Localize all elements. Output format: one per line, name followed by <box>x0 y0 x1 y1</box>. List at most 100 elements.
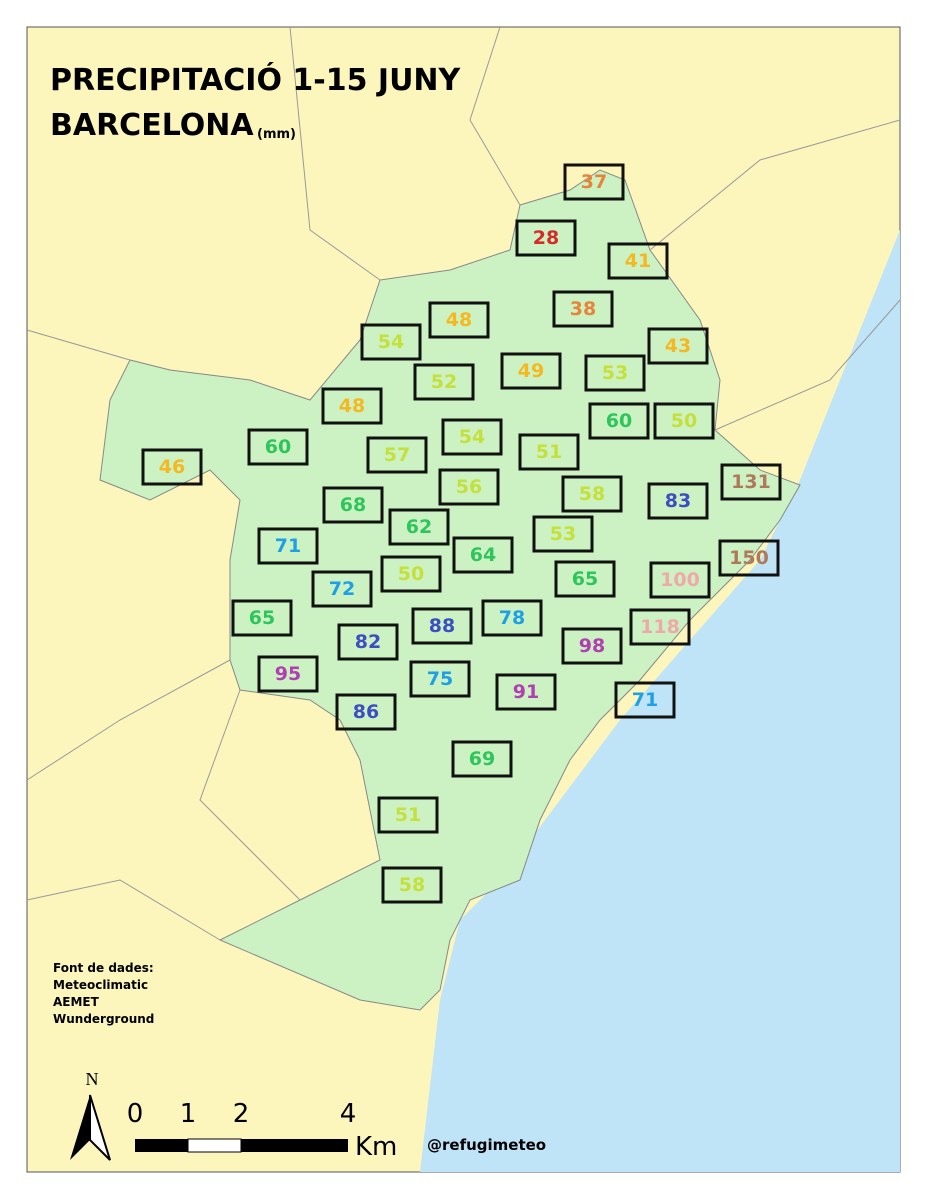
source: AEMET <box>53 995 100 1009</box>
station-box <box>409 660 471 698</box>
station-box <box>247 428 309 466</box>
station-box <box>337 623 399 661</box>
station-value: 58 <box>579 483 605 505</box>
unit: (mm) <box>257 127 296 142</box>
credit: @refugimeteo <box>427 1136 546 1154</box>
station-box <box>322 486 384 524</box>
station-value: 41 <box>625 250 651 272</box>
station-value: 50 <box>671 410 697 432</box>
station-value: 60 <box>606 410 632 432</box>
north-arrow <box>89 1094 111 1161</box>
sea <box>420 230 900 1172</box>
station-value: 98 <box>579 635 605 657</box>
station-box <box>231 599 293 637</box>
station-box <box>647 327 709 365</box>
station-box <box>381 866 443 904</box>
subtitle: BARCELONA <box>50 108 254 143</box>
station-value: 95 <box>275 663 301 685</box>
station-box <box>257 527 319 565</box>
scale-label: 2 <box>233 1099 250 1129</box>
station-value: 54 <box>459 426 485 448</box>
station-box <box>614 681 676 719</box>
station-value: 71 <box>632 689 658 711</box>
station-value: 65 <box>249 607 275 629</box>
station-box <box>584 354 646 392</box>
station-value: 72 <box>329 578 355 600</box>
station-value: 48 <box>339 395 365 417</box>
station-box <box>388 508 450 546</box>
station-value: 86 <box>353 701 379 723</box>
station-value: 53 <box>550 523 576 545</box>
station-box <box>552 290 614 328</box>
station-box <box>647 482 709 520</box>
station-value: 91 <box>513 681 539 703</box>
station-box <box>588 402 650 440</box>
station-box <box>720 463 782 501</box>
station-box <box>366 436 428 474</box>
station-box <box>257 655 319 693</box>
station-box <box>532 515 594 553</box>
station-box <box>411 607 473 645</box>
station-box <box>360 323 422 361</box>
station-box <box>607 242 669 280</box>
station-box <box>554 560 616 598</box>
station-box <box>141 448 203 486</box>
station-value: 52 <box>431 371 457 393</box>
station-value: 51 <box>536 441 562 463</box>
station-value: 28 <box>533 227 559 249</box>
station-value: 150 <box>729 547 769 569</box>
station-value: 53 <box>602 362 628 384</box>
station-value: 62 <box>406 516 432 538</box>
station-box <box>653 402 715 440</box>
station-value: 58 <box>399 874 425 896</box>
station-value: 38 <box>570 298 596 320</box>
station-value: 57 <box>384 444 410 466</box>
station-box <box>481 599 543 637</box>
station-box <box>438 468 500 506</box>
sources-title: Font de dades: <box>53 961 154 975</box>
station-box <box>441 418 503 456</box>
station-value: 68 <box>340 494 366 516</box>
station-box <box>377 796 439 834</box>
title: PRECIPITACIÓ 1-15 JUNY <box>50 61 462 98</box>
north-arrow <box>70 1095 90 1160</box>
source: Wunderground <box>53 1012 154 1026</box>
station-value: 118 <box>640 616 680 638</box>
source: Meteoclimatic <box>53 978 148 992</box>
station-value: 64 <box>470 544 496 566</box>
station-box <box>495 673 557 711</box>
station-box <box>629 608 691 646</box>
city-area <box>99 169 801 1011</box>
station-value: 43 <box>665 335 691 357</box>
station-value: 56 <box>456 476 482 498</box>
station-value: 54 <box>378 331 404 353</box>
station-value: 46 <box>159 456 185 478</box>
station-box <box>561 475 623 513</box>
scale-bar <box>187 1138 242 1153</box>
station-value: 65 <box>572 568 598 590</box>
station-box <box>321 387 383 425</box>
station-box <box>518 433 580 471</box>
station-box <box>311 570 373 608</box>
station-box <box>561 627 623 665</box>
station-value: 131 <box>731 471 771 493</box>
station-value: 82 <box>355 631 381 653</box>
station-value: 78 <box>499 607 525 629</box>
station-value: 100 <box>660 569 700 591</box>
station-value: 48 <box>446 309 472 331</box>
scale-label: 4 <box>340 1099 357 1129</box>
station-box <box>718 539 780 577</box>
scale-label: 0 <box>127 1099 144 1129</box>
station-value: 88 <box>429 615 455 637</box>
station-box <box>380 555 442 593</box>
scale-bar <box>241 1139 348 1152</box>
north-label: N <box>86 1069 99 1089</box>
station-box <box>515 219 577 257</box>
station-box <box>428 301 490 339</box>
scale-bar <box>135 1139 188 1152</box>
scale-label: 1 <box>180 1099 197 1129</box>
station-value: 37 <box>581 171 607 193</box>
station-value: 60 <box>265 436 291 458</box>
station-value: 69 <box>469 748 495 770</box>
